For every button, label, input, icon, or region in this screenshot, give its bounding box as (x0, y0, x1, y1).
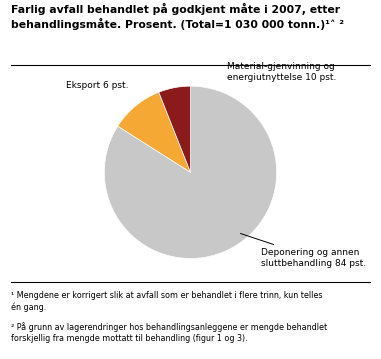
Wedge shape (118, 92, 190, 172)
Wedge shape (159, 86, 190, 172)
Text: Deponering og annen
sluttbehandling 84 pst.: Deponering og annen sluttbehandling 84 p… (240, 233, 366, 267)
Wedge shape (104, 86, 277, 258)
Text: Farlig avfall behandlet på godkjent måte i 2007, etter
behandlingsmåte. Prosent.: Farlig avfall behandlet på godkjent måte… (11, 3, 344, 31)
Text: ¹ Mengdene er korrigert slik at avfall som er behandlet i flere trinn, kun telle: ¹ Mengdene er korrigert slik at avfall s… (11, 291, 323, 312)
Text: Material-gjenvinning og
energiutnyttelse 10 pst.: Material-gjenvinning og energiutnyttelse… (227, 62, 336, 82)
Text: ² På grunn av lagerendringer hos behandlingsanleggene er mengde behandlet
forskj: ² På grunn av lagerendringer hos behandl… (11, 322, 328, 343)
Text: Eksport 6 pst.: Eksport 6 pst. (66, 81, 128, 90)
